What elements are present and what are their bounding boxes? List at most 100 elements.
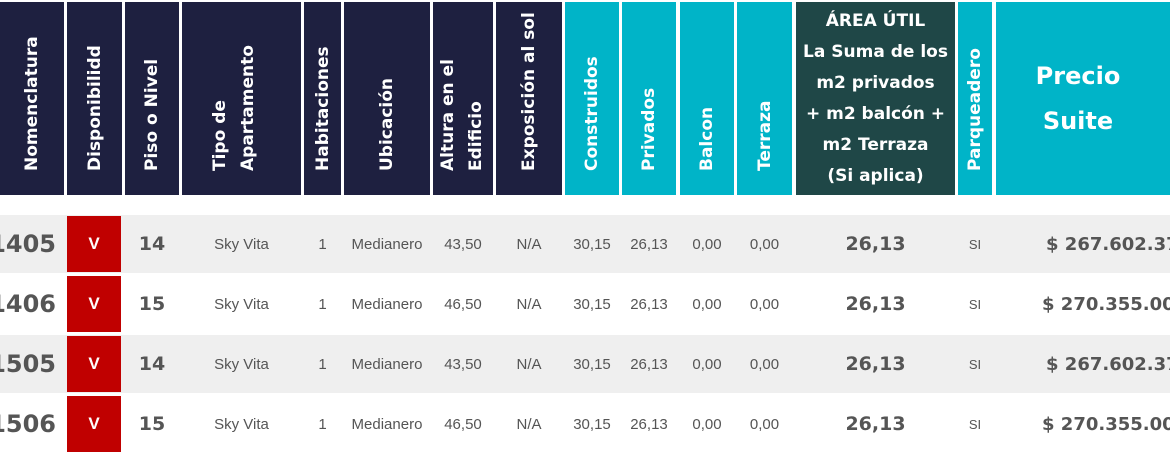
- cell-parqueadero: SI: [968, 416, 982, 432]
- cell-privados: 26,13: [630, 415, 668, 433]
- header-tipo: Tipo de Apartamento: [182, 2, 301, 195]
- header-exposicion: Exposición al sol: [496, 2, 562, 195]
- cell-tipo: Sky Vita: [214, 235, 269, 253]
- cell-habitaciones: 1: [318, 415, 327, 433]
- header-habitaciones: Habitaciones: [304, 2, 341, 195]
- header-tipo-label-1: Tipo de: [210, 100, 230, 171]
- cell-privados: 26,13: [630, 295, 668, 313]
- table-row: 1405 V 14 Sky Vita 1 Medianero 43,50 N/A…: [0, 215, 1170, 273]
- header-nomenclatura-label: Nomenclatura: [22, 36, 42, 171]
- header-disponibilidad: Disponibilidd: [67, 2, 122, 195]
- cell-parqueadero: SI: [968, 296, 982, 312]
- cell-ubicacion: Medianero: [351, 355, 423, 373]
- cell-piso: 14: [138, 353, 166, 375]
- cell-ubicacion: Medianero: [351, 235, 423, 253]
- cell-precio: $ 267.602.372: [1046, 353, 1170, 375]
- cell-altura: 46,50: [444, 415, 482, 433]
- header-ubicacion-label: Ubicación: [377, 77, 397, 171]
- cell-area-util: 26,13: [845, 293, 906, 315]
- header-construidos: Construidos: [565, 2, 619, 195]
- cell-tipo: Sky Vita: [214, 295, 269, 313]
- cell-nomenclatura: 1505: [0, 350, 56, 378]
- header-altura-label-1: Altura en el: [438, 59, 458, 171]
- cell-disponibilidad: V: [67, 216, 121, 272]
- cell-construidos: 30,15: [573, 235, 611, 253]
- cell-balcon: 0,00: [692, 295, 722, 313]
- header-precio-line-1: Precio: [1035, 62, 1121, 90]
- header-construidos-label: Construidos: [582, 56, 602, 171]
- header-area-util-text: ÁREA ÚTIL La Suma de los m2 privados + m…: [796, 2, 955, 195]
- cell-area-util: 26,13: [845, 233, 906, 255]
- cell-exposicion: N/A: [516, 235, 542, 253]
- header-terraza-label: Terraza: [754, 100, 775, 171]
- header-area-util-line-2: La Suma de los: [803, 41, 948, 62]
- cell-construidos: 30,15: [573, 295, 611, 313]
- header-precio: Precio Suite: [996, 2, 1170, 195]
- header-balcon-label: Balcon: [697, 106, 717, 171]
- header-nomenclatura: Nomenclatura: [0, 2, 64, 195]
- cell-construidos: 30,15: [573, 415, 611, 433]
- cell-construidos: 30,15: [573, 355, 611, 373]
- header-altura: Altura en el Edificio: [433, 2, 493, 195]
- header-area-util-line-1: ÁREA ÚTIL: [825, 10, 926, 31]
- cell-disponibilidad: V: [67, 336, 121, 392]
- cell-piso: 15: [138, 293, 166, 315]
- header-precio-line-2: Suite: [1042, 107, 1114, 135]
- cell-nomenclatura: 1506: [0, 410, 56, 438]
- header-area-util: ÁREA ÚTIL La Suma de los m2 privados + m…: [796, 2, 955, 195]
- cell-tipo: Sky Vita: [214, 415, 269, 433]
- cell-terraza: 0,00: [749, 295, 780, 313]
- table-row: 1406 V 15 Sky Vita 1 Medianero 46,50 N/A…: [0, 275, 1170, 333]
- cell-parqueadero: SI: [968, 356, 982, 372]
- cell-terraza: 0,00: [749, 235, 780, 253]
- cell-exposicion: N/A: [516, 295, 542, 313]
- cell-altura: 46,50: [444, 295, 482, 313]
- cell-altura: 43,50: [444, 355, 482, 373]
- header-altura-label-2: Edificio: [466, 101, 486, 171]
- header-exposicion-label: Exposición al sol: [519, 12, 539, 171]
- header-tipo-label-2: Apartamento: [238, 45, 258, 171]
- cell-balcon: 0,00: [692, 235, 722, 253]
- cell-precio: $ 267.602.372: [1046, 233, 1170, 255]
- cell-tipo: Sky Vita: [214, 355, 269, 373]
- cell-disponibilidad: V: [67, 396, 121, 452]
- table-row: 1506 V 15 Sky Vita 1 Medianero 46,50 N/A…: [0, 395, 1170, 453]
- cell-ubicacion: Medianero: [351, 295, 423, 313]
- cell-nomenclatura: 1405: [0, 230, 56, 258]
- header-ubicacion: Ubicación: [344, 2, 430, 195]
- cell-area-util: 26,13: [845, 353, 906, 375]
- header-disponibilidad-label: Disponibilidd: [84, 45, 105, 171]
- cell-ubicacion: Medianero: [351, 415, 423, 433]
- cell-precio: $ 270.355.009: [1042, 293, 1170, 315]
- header-parqueadero: Parqueadero: [958, 2, 992, 195]
- header-piso: Piso o Nivel: [125, 2, 179, 195]
- cell-parqueadero: SI: [968, 236, 982, 252]
- cell-habitaciones: 1: [318, 235, 327, 253]
- cell-balcon: 0,00: [692, 355, 722, 373]
- cell-exposicion: N/A: [516, 415, 542, 433]
- header-balcon: Balcon: [680, 2, 734, 195]
- header-privados-label: Privados: [639, 87, 659, 171]
- cell-area-util: 26,13: [845, 413, 906, 435]
- header-parqueadero-label: Parqueadero: [965, 48, 985, 171]
- header-area-util-line-4: + m2 balcón +: [805, 103, 946, 124]
- header-area-util-line-6: (Si aplica): [827, 165, 924, 186]
- table-row: 1505 V 14 Sky Vita 1 Medianero 43,50 N/A…: [0, 335, 1170, 393]
- cell-disponibilidad: V: [67, 276, 121, 332]
- header-area-util-line-5: m2 Terraza: [822, 134, 929, 155]
- cell-habitaciones: 1: [318, 355, 327, 373]
- header-terraza: Terraza: [737, 2, 792, 195]
- cell-habitaciones: 1: [318, 295, 327, 313]
- header-privados: Privados: [622, 2, 676, 195]
- header-area-util-line-3: m2 privados: [816, 72, 935, 93]
- cell-piso: 15: [138, 413, 166, 435]
- cell-privados: 26,13: [630, 235, 668, 253]
- cell-terraza: 0,00: [749, 415, 780, 433]
- header-precio-text: Precio Suite: [996, 2, 1170, 195]
- cell-nomenclatura: 1406: [0, 290, 56, 318]
- cell-balcon: 0,00: [692, 415, 722, 433]
- cell-exposicion: N/A: [516, 355, 542, 373]
- header-habitaciones-label: Habitaciones: [312, 46, 333, 171]
- cell-piso: 14: [138, 233, 166, 255]
- cell-privados: 26,13: [630, 355, 668, 373]
